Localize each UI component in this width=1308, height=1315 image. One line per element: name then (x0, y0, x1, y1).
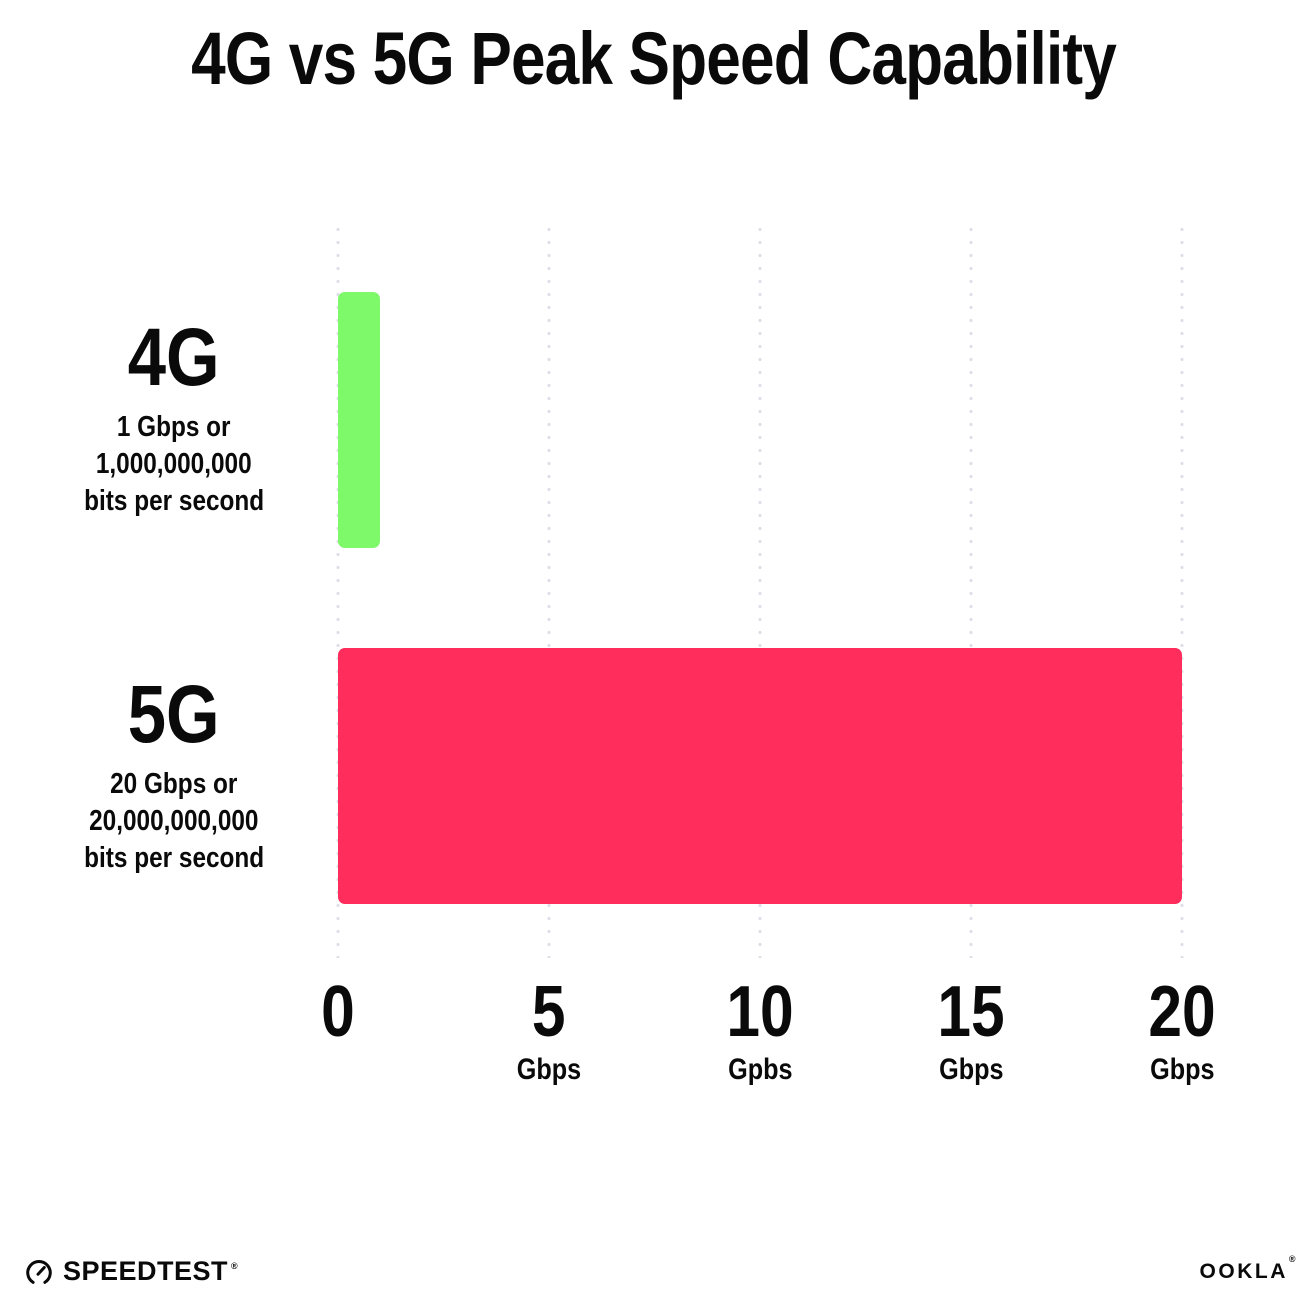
x-tick-15: 15 Gbps (937, 972, 1005, 1086)
x-tick-10: 10 Gpbs (726, 972, 794, 1086)
plot-area (336, 223, 1184, 958)
chart-title: 4G vs 5G Peak Speed Capability (191, 17, 1118, 100)
x-tick-20: 20 Gbps (1148, 972, 1216, 1086)
bar-4g (338, 292, 381, 548)
category-label-5g: 5G 20 Gbps or 20,000,000,000 bits per se… (28, 669, 320, 877)
speedtest-logo: SPEEDTEST ® (24, 1256, 238, 1287)
bar-5g (338, 648, 1182, 904)
x-tick-0: 0 (321, 972, 355, 1052)
category-label-4g: 4G 1 Gbps or 1,000,000,000 bits per seco… (28, 312, 320, 520)
category-name-5g: 5G (128, 669, 220, 760)
category-description-4g: 1 Gbps or 1,000,000,000 bits per second (83, 411, 265, 518)
speedtest-wordmark: SPEEDTEST (63, 1256, 229, 1286)
ookla-trademark: ® (1288, 1254, 1298, 1264)
ookla-logo: OOKLA® (1199, 1254, 1298, 1284)
gridline-10 (758, 223, 762, 958)
speedometer-icon (26, 1259, 52, 1284)
ookla-wordmark: OOKLA (1199, 1260, 1288, 1283)
category-description-5g: 20 Gbps or 20,000,000,000 bits per secon… (83, 768, 265, 875)
gridline-0 (336, 223, 340, 958)
category-name-4g: 4G (128, 312, 220, 403)
gridline-20 (1180, 223, 1184, 958)
gridline-5 (547, 223, 551, 958)
x-axis: 0 5 Gbps 10 Gpbs 15 Gbps 20 Gbps (321, 972, 1215, 1106)
x-tick-5: 5 Gbps (516, 972, 582, 1086)
speedtest-trademark: ® (231, 1260, 238, 1271)
gridline-15 (969, 223, 973, 958)
